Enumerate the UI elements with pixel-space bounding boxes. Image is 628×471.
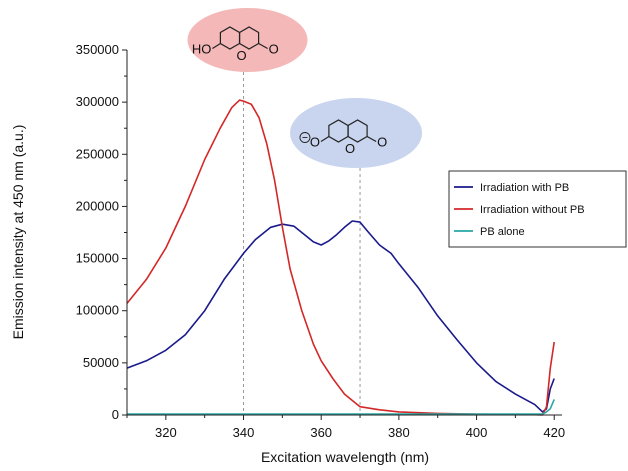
legend-label: Irradiation without PB bbox=[480, 204, 585, 216]
series-line-1 bbox=[126, 220, 555, 413]
legend-box bbox=[448, 170, 627, 248]
series-line-3 bbox=[127, 399, 555, 415]
legend: Irradiation with PB Irradiation without P… bbox=[448, 170, 627, 248]
carbonyl-oxygen: O bbox=[269, 42, 279, 57]
x-tick-label: 320 bbox=[155, 425, 177, 440]
ring-oxygen: O bbox=[237, 48, 247, 63]
axes: 320 340 360 380 400 420 0 50000 100000 150000 2000… bbox=[76, 42, 565, 440]
pyranone-ring bbox=[239, 26, 260, 50]
x-tick-label: 360 bbox=[310, 425, 332, 440]
carbonyl-oxygen: O bbox=[377, 135, 387, 150]
annotation-ellipse bbox=[187, 8, 308, 72]
structure-annotation: O O HO bbox=[187, 8, 308, 415]
x-tick-label: 380 bbox=[388, 425, 410, 440]
annotation-ellipse bbox=[290, 98, 423, 168]
x-tick-label: 420 bbox=[543, 425, 565, 440]
y-axis-title: Emission intensity at 450 nm (a.u.) bbox=[10, 125, 26, 340]
substituent-bond bbox=[212, 42, 221, 50]
y-tick-label: 350000 bbox=[76, 42, 119, 57]
y-tick-label: 150000 bbox=[76, 251, 119, 266]
negative-charge-circle bbox=[299, 132, 311, 143]
x-tick-label: 400 bbox=[466, 425, 488, 440]
pyranone-ring bbox=[347, 119, 368, 143]
y-tick-label: 100000 bbox=[76, 303, 119, 318]
ring-oxygen: O bbox=[345, 141, 355, 156]
substituent-label: HO bbox=[192, 42, 212, 57]
annotation-layer: O O HO O O O bbox=[187, 8, 423, 415]
y-tick-label: 50000 bbox=[83, 355, 119, 370]
legend-label: PB alone bbox=[480, 226, 525, 238]
y-tick-label: 0 bbox=[112, 407, 119, 422]
legend-label: Irradiation with PB bbox=[480, 182, 569, 194]
y-tick-label: 250000 bbox=[76, 146, 119, 161]
x-axis-title: Excitation wavelength (nm) bbox=[261, 449, 429, 465]
x-tick-label: 340 bbox=[233, 425, 255, 440]
carbonyl-bond bbox=[258, 42, 268, 50]
carbonyl-bond bbox=[366, 135, 377, 143]
structure-annotation: OOO bbox=[290, 98, 423, 415]
y-tick-label: 300000 bbox=[76, 94, 119, 109]
substituent-bond bbox=[320, 135, 330, 143]
substituent-label: O bbox=[310, 135, 320, 150]
y-tick-label: 200000 bbox=[76, 198, 119, 213]
